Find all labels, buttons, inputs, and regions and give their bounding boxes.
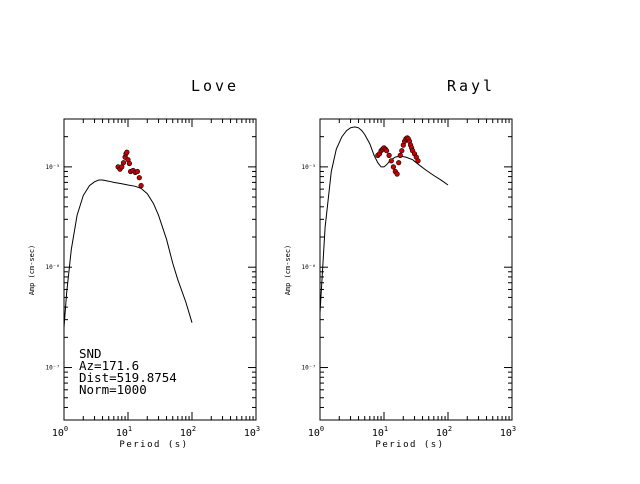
x-axis-label: Period (s) [375, 440, 444, 450]
observed-data-point [397, 152, 403, 158]
x-tick-exponent: 3 [512, 425, 516, 433]
x-tick-exponent: 0 [64, 425, 68, 433]
x-tick-label: 100 [308, 425, 324, 439]
model-curve-line [319, 126, 449, 313]
chart-title: Rayl [447, 77, 495, 95]
x-tick-label: 103 [244, 425, 260, 439]
plot-frame [63, 118, 257, 421]
x-tick-base: 10 [436, 428, 448, 439]
station-annotation: Norm=1000 [79, 382, 147, 397]
y-tick-label: 10⁻⁷ [302, 365, 316, 372]
y-tick-label: 10⁻⁵ [302, 164, 316, 171]
observed-data-point [126, 160, 132, 167]
x-tick-label: 103 [500, 425, 516, 439]
observed-data-point [390, 164, 397, 170]
x-tick-label: 100 [52, 425, 68, 439]
model-curve-line [63, 179, 193, 328]
observed-data-point [124, 149, 130, 155]
x-tick-label: 102 [436, 425, 452, 439]
y-axis-label: Amp (cm-sec) [28, 245, 36, 296]
x-tick-exponent: 2 [192, 425, 196, 433]
x-tick-exponent: 3 [256, 425, 260, 433]
x-tick-exponent: 1 [384, 425, 388, 433]
y-tick-label: 10⁻⁷ [46, 365, 60, 372]
x-tick-base: 10 [244, 428, 256, 439]
observed-data-point [394, 171, 400, 177]
observed-data-point [138, 183, 144, 189]
x-tick-base: 10 [372, 428, 384, 439]
observed-data-point [388, 158, 394, 164]
x-axis-label: Period (s) [119, 440, 188, 450]
station-annotation: Dist=519.8754 [79, 370, 177, 385]
plot-frame [319, 118, 513, 421]
x-tick-base: 10 [116, 428, 128, 439]
observed-data-point [415, 158, 421, 164]
station-annotation: Az=171.6 [79, 358, 139, 373]
observed-data-point [399, 148, 405, 154]
station-annotation: SND [79, 346, 102, 361]
observed-data-point [386, 152, 392, 158]
x-tick-base: 10 [52, 428, 64, 439]
x-tick-base: 10 [500, 428, 512, 439]
x-tick-exponent: 2 [448, 425, 452, 433]
x-tick-exponent: 0 [320, 425, 324, 433]
x-tick-label: 101 [372, 425, 388, 439]
y-axis-label: Amp (cm-sec) [284, 245, 292, 296]
chart-title: Love [191, 77, 239, 95]
y-tick-label: 10⁻⁵ [46, 164, 60, 171]
observed-data-point [136, 175, 142, 181]
x-tick-label: 101 [116, 425, 132, 439]
y-tick-label: 10⁻⁶ [302, 264, 316, 271]
observed-data-point [396, 160, 402, 166]
x-tick-label: 102 [180, 425, 196, 439]
x-tick-base: 10 [180, 428, 192, 439]
y-tick-label: 10⁻⁶ [46, 264, 60, 271]
observed-data-point [134, 168, 140, 175]
observed-data-point [384, 148, 390, 154]
x-tick-exponent: 1 [128, 425, 132, 433]
observed-data-point [120, 160, 127, 166]
x-tick-base: 10 [308, 428, 320, 439]
